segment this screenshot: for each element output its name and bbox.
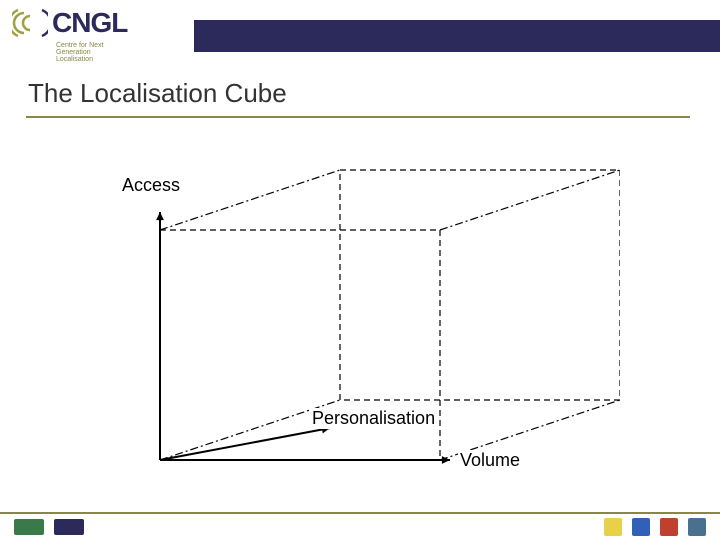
ucd-badge <box>688 518 706 536</box>
sfi-badge <box>54 519 84 535</box>
logo-subtitle: Centre for Next Generation Localisation <box>56 42 127 63</box>
ndp-badge <box>14 519 44 535</box>
footer-left-badges <box>14 519 84 535</box>
dcu-badge <box>604 518 622 536</box>
tcd-badge <box>632 518 650 536</box>
slide-title: The Localisation Cube <box>28 78 287 109</box>
slide-header: CNGL Centre for Next Generation Localisa… <box>0 0 720 54</box>
slide-footer <box>0 512 720 540</box>
title-underline <box>26 116 690 118</box>
axis-label-access: Access <box>120 175 182 196</box>
logo: CNGL Centre for Next Generation Localisa… <box>12 6 127 40</box>
localisation-cube-diagram: Access Personalisation Volume <box>110 155 620 485</box>
axis-label-volume: Volume <box>458 450 522 471</box>
logo-waves-icon <box>12 6 48 40</box>
logo-text: CNGL <box>52 7 127 39</box>
footer-right-badges <box>604 518 706 536</box>
axis-label-personalisation: Personalisation <box>310 408 437 429</box>
cube-svg <box>110 155 620 485</box>
title-area: The Localisation Cube <box>28 78 287 109</box>
quad-badge <box>660 518 678 536</box>
